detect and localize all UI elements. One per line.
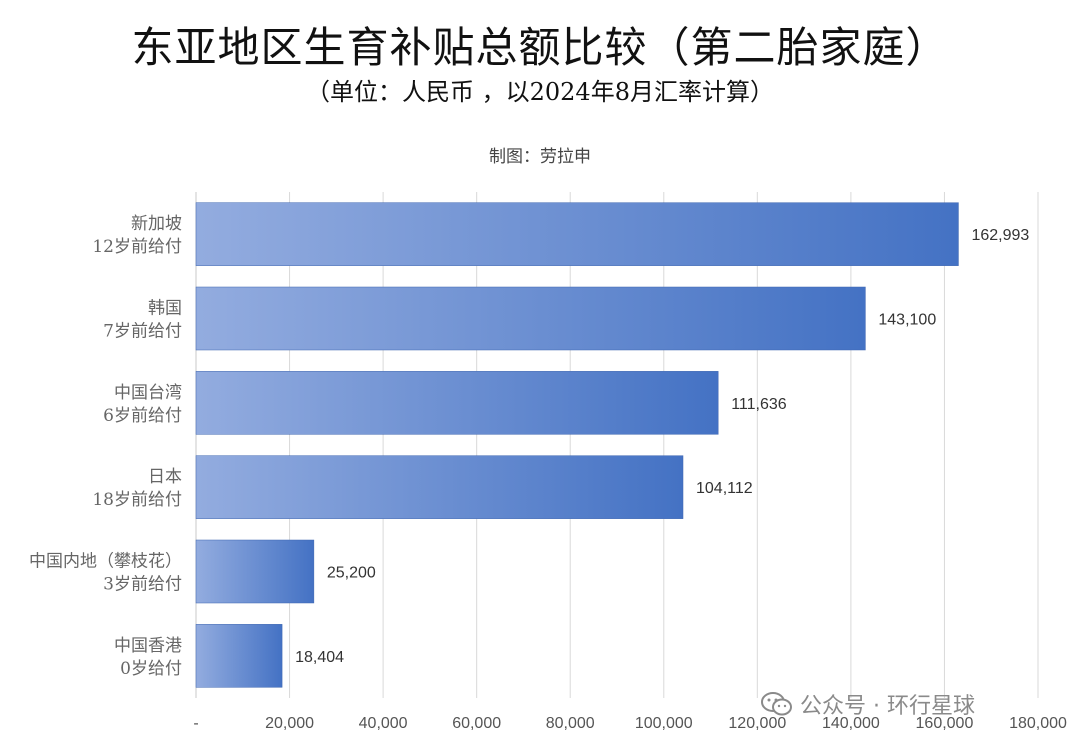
category-label-line2: 12岁前给付 — [92, 237, 182, 257]
x-tick-label: 140,000 — [822, 715, 880, 732]
wechat-icon — [761, 692, 792, 716]
chart-title: 东亚地区生育补贴总额比较（第二胎家庭） — [131, 23, 949, 72]
x-tick-label: 120,000 — [728, 715, 786, 732]
data-label: 143,100 — [878, 312, 936, 329]
chart-subtitle: （单位：人民币 ，以2024年8月汇率计算） — [306, 78, 774, 106]
category-label-line2: 7岁前给付 — [103, 322, 182, 342]
data-label: 111,636 — [731, 396, 787, 413]
chart-credit: 制图：劳拉申 — [489, 147, 591, 167]
x-tick-label: 160,000 — [916, 715, 974, 732]
data-label: 162,993 — [971, 227, 1029, 244]
x-tick-label: 60,000 — [452, 715, 501, 732]
category-label-line2: 18岁前给付 — [92, 490, 182, 510]
gridlines — [195, 192, 1039, 698]
watermark: 公众号 · 环行星球 — [760, 688, 975, 720]
x-tick-label: 100,000 — [635, 715, 693, 732]
bar — [195, 455, 684, 519]
category-label-line1: 韩国 — [148, 299, 182, 319]
category-label-line1: 中国内地（攀枝花） — [29, 552, 182, 572]
x-tick-label: 80,000 — [546, 715, 595, 732]
x-tick-label: - — [193, 715, 198, 732]
data-label: 104,112 — [696, 480, 753, 497]
bar — [195, 371, 719, 435]
bar — [195, 539, 315, 604]
labels: - 20,000 40,000 60,000 80,000 100,000 120,000 1… — [29, 214, 1067, 732]
category-label-line1: 中国香港 — [114, 636, 182, 656]
bar — [195, 202, 959, 266]
category-label-line1: 日本 — [148, 467, 182, 487]
watermark-text: 公众号 · 环行星球 — [800, 694, 975, 719]
bar — [195, 286, 866, 351]
category-label-line2: 6岁前给付 — [103, 406, 182, 426]
category-label-line1: 中国台湾 — [114, 383, 182, 403]
data-label: 25,200 — [327, 565, 376, 582]
x-tick-label: 20,000 — [265, 715, 314, 732]
data-label: 18,404 — [295, 649, 344, 666]
category-label-line1: 新加坡 — [131, 214, 182, 234]
bars — [195, 202, 959, 688]
category-label-line2: 0岁给付 — [120, 659, 182, 679]
bar — [195, 624, 283, 688]
x-tick-label: 180,000 — [1009, 715, 1067, 732]
x-tick-label: 40,000 — [359, 715, 408, 732]
category-label-line2: 3岁前给付 — [103, 575, 182, 595]
